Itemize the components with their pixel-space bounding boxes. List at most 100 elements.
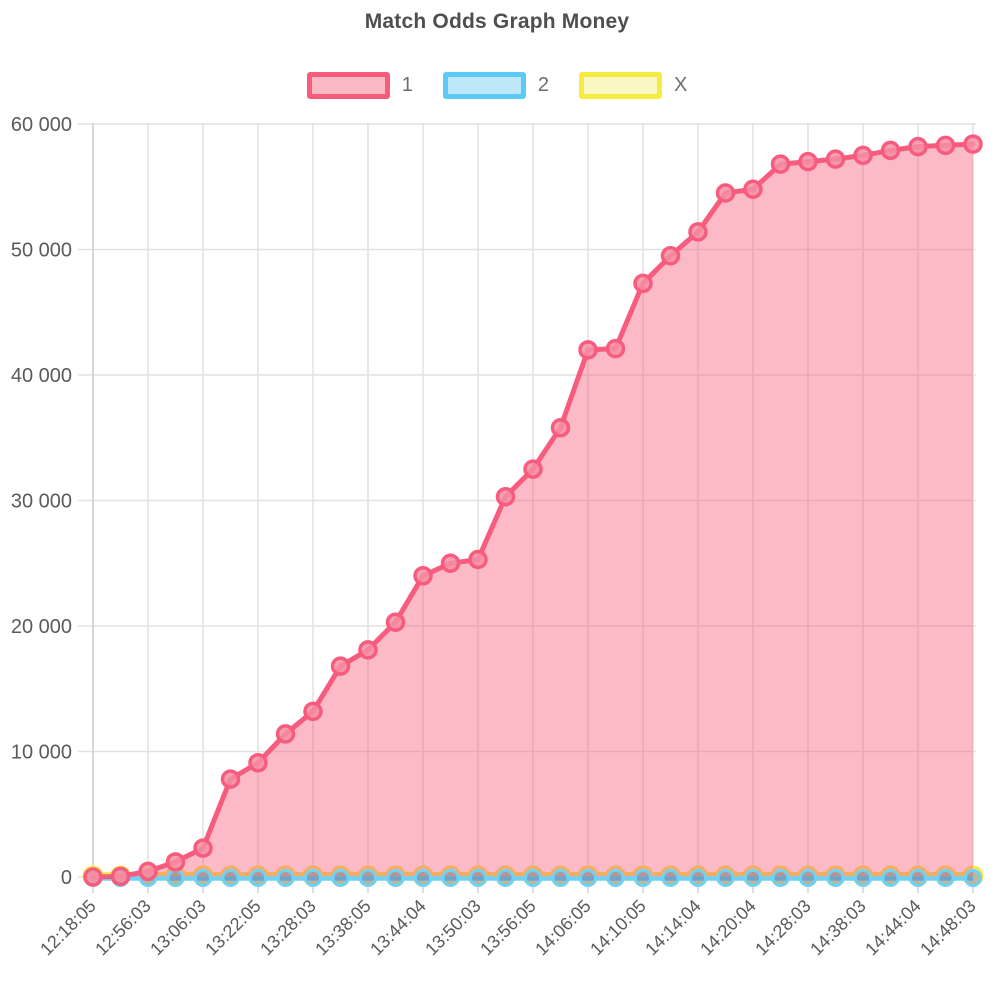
series-1-marker bbox=[715, 183, 736, 203]
series-1-marker bbox=[468, 549, 488, 570]
series-1-marker bbox=[880, 140, 901, 161]
y-tick-label: 60 000 bbox=[11, 114, 72, 136]
series-2-marker bbox=[304, 869, 322, 887]
series-1-marker bbox=[303, 701, 323, 722]
series-1-marker bbox=[825, 149, 846, 169]
series-2-marker bbox=[276, 869, 295, 887]
chart-title: Match Odds Graph Money bbox=[364, 10, 630, 33]
series-1-marker bbox=[495, 486, 516, 507]
x-tick-label: 14:44:04 bbox=[861, 896, 925, 960]
series-2-marker bbox=[469, 869, 487, 887]
series-2-marker bbox=[524, 869, 542, 887]
y-tick-label: 50 000 bbox=[11, 240, 72, 262]
series-1-marker bbox=[358, 640, 378, 660]
x-tick-label: 14:06:05 bbox=[531, 896, 595, 960]
series-1-marker bbox=[633, 273, 653, 294]
legend-swatch-2 bbox=[442, 72, 526, 99]
x-tick-label: 14:48:03 bbox=[916, 896, 980, 960]
series-1-marker bbox=[798, 151, 818, 172]
series-2-marker bbox=[386, 869, 405, 887]
series-2-marker bbox=[331, 869, 350, 887]
legend-swatch-1 bbox=[306, 72, 390, 99]
series-1-marker bbox=[660, 246, 681, 266]
legend-label-2: 2 bbox=[537, 74, 549, 96]
chart-legend: 1 2 X bbox=[0, 72, 994, 99]
x-tick-label: 14:28:03 bbox=[751, 896, 815, 960]
x-tick-label: 13:38:05 bbox=[311, 896, 375, 960]
x-tick-label: 13:50:03 bbox=[421, 896, 485, 960]
series-1-marker bbox=[523, 459, 543, 479]
series-2-marker bbox=[881, 869, 900, 887]
series-1-marker bbox=[110, 866, 131, 887]
legend-swatch-x bbox=[578, 72, 662, 99]
x-tick-label: 12:56:03 bbox=[91, 896, 155, 960]
series-2-marker bbox=[744, 869, 762, 887]
x-tick-label: 13:06:03 bbox=[146, 896, 210, 960]
legend-label-x: X bbox=[673, 74, 688, 96]
series-1-marker bbox=[138, 861, 158, 882]
series-2-marker bbox=[964, 869, 982, 887]
series-2-marker bbox=[689, 869, 707, 887]
series-2-marker bbox=[716, 869, 735, 887]
legend-item-2[interactable]: 2 bbox=[442, 72, 549, 99]
series-1-marker bbox=[935, 135, 956, 156]
series-1-marker bbox=[605, 338, 626, 359]
series-1-marker bbox=[248, 753, 268, 773]
y-tick-label: 20 000 bbox=[11, 616, 72, 638]
x-tick-label: 14:10:05 bbox=[586, 896, 650, 960]
series-1-marker bbox=[165, 852, 186, 872]
series-2-marker bbox=[166, 869, 185, 887]
series-2-marker bbox=[414, 869, 432, 887]
x-tick-label: 13:56:05 bbox=[476, 896, 540, 960]
series-1-marker bbox=[550, 417, 571, 438]
y-tick-label: 0 bbox=[61, 867, 72, 889]
series-1-marker bbox=[413, 566, 433, 586]
series-1-marker bbox=[578, 340, 598, 360]
series-1-marker bbox=[220, 769, 241, 789]
series-1-marker bbox=[688, 222, 708, 242]
series-1-marker bbox=[83, 867, 103, 887]
series-1-marker bbox=[193, 838, 213, 858]
series-1-marker bbox=[743, 179, 763, 200]
y-tick-label: 30 000 bbox=[11, 491, 72, 513]
series-1-marker bbox=[330, 656, 351, 676]
series-1-marker bbox=[770, 154, 791, 174]
series-2-marker bbox=[634, 869, 652, 887]
series-2-marker bbox=[606, 869, 625, 887]
x-tick-label: 13:28:03 bbox=[256, 896, 320, 960]
series-1-marker bbox=[908, 136, 928, 157]
series-2-marker bbox=[799, 869, 817, 887]
x-tick-label: 14:20:04 bbox=[696, 896, 760, 960]
series-2-marker bbox=[579, 869, 597, 887]
series-2-marker bbox=[221, 869, 240, 887]
series-2-marker bbox=[826, 869, 845, 887]
series-2-marker bbox=[194, 869, 212, 887]
series-1-marker bbox=[275, 724, 296, 744]
x-tick-label: 14:14:04 bbox=[641, 896, 705, 960]
series-1-marker bbox=[385, 612, 406, 632]
series-1-marker bbox=[963, 134, 983, 154]
series-1-area bbox=[93, 144, 973, 878]
series-2-marker bbox=[771, 869, 790, 887]
series-2-marker bbox=[661, 869, 680, 887]
legend-item-1[interactable]: 1 bbox=[306, 72, 413, 99]
series-2-marker bbox=[249, 869, 267, 887]
series-2-marker bbox=[936, 869, 955, 887]
series-2-marker bbox=[909, 869, 927, 887]
x-tick-label: 12:18:05 bbox=[36, 896, 100, 960]
x-tick-label: 13:22:05 bbox=[201, 896, 265, 960]
series-2-marker bbox=[551, 869, 570, 887]
x-tick-label: 13:44:04 bbox=[366, 896, 430, 960]
legend-label-1: 1 bbox=[401, 74, 413, 96]
series-2-marker bbox=[441, 869, 460, 887]
series-2-marker bbox=[496, 869, 515, 887]
series-2-marker bbox=[359, 869, 377, 887]
legend-item-x[interactable]: X bbox=[578, 72, 688, 99]
y-tick-label: 10 000 bbox=[11, 742, 72, 764]
series-1-marker bbox=[440, 553, 461, 573]
series-2-marker bbox=[854, 869, 872, 887]
y-tick-label: 40 000 bbox=[11, 365, 72, 387]
x-tick-label: 14:38:03 bbox=[806, 896, 870, 960]
